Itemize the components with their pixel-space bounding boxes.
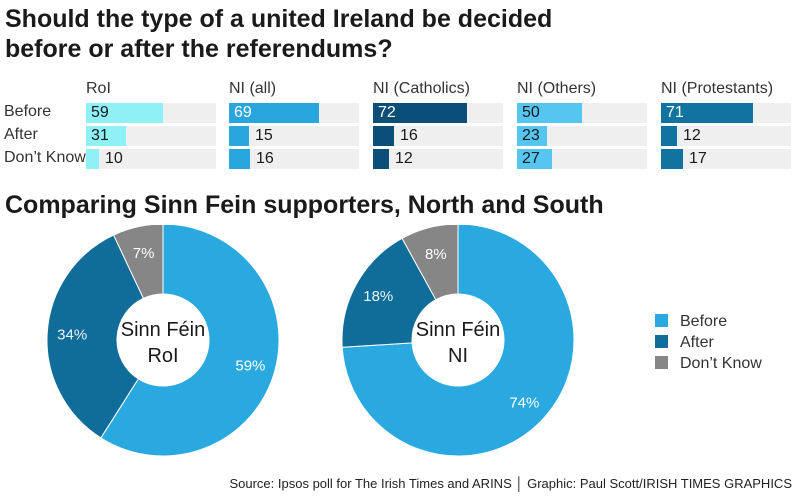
panel-header: NI (all) bbox=[229, 80, 277, 97]
bar-value-label: 16 bbox=[256, 150, 274, 167]
bar-value-label: 27 bbox=[522, 150, 540, 167]
bar bbox=[517, 103, 582, 123]
bar-value-label: 31 bbox=[91, 127, 109, 144]
bar-track: 31 bbox=[86, 126, 216, 146]
bar bbox=[661, 126, 677, 146]
donut-center-label: RoI bbox=[147, 345, 178, 367]
bar-track: 10 bbox=[86, 149, 216, 169]
legend-item: After bbox=[655, 334, 714, 352]
legend-swatch bbox=[655, 335, 668, 348]
bar-track: 17 bbox=[661, 149, 791, 169]
donut-center-label: NI bbox=[448, 345, 468, 367]
bar-track: 27 bbox=[517, 149, 647, 169]
bar-track: 59 bbox=[86, 103, 216, 123]
bar bbox=[373, 126, 394, 146]
bar-value-label: 69 bbox=[234, 104, 252, 121]
bar-track: 15 bbox=[229, 126, 359, 146]
slice-label: 8% bbox=[425, 246, 447, 263]
bar-track: 23 bbox=[517, 126, 647, 146]
row-label: Don’t Know bbox=[4, 149, 86, 166]
bar-value-label: 50 bbox=[522, 104, 540, 121]
slice-label: 59% bbox=[235, 357, 265, 374]
donut-slice bbox=[341, 225, 575, 457]
bar bbox=[229, 126, 249, 146]
bar-track: 72 bbox=[373, 103, 503, 123]
bar-value-label: 71 bbox=[666, 104, 684, 121]
chart-title: Should the type of a united Ireland be d… bbox=[5, 5, 553, 63]
bar-track: 50 bbox=[517, 103, 647, 123]
bar-value-label: 59 bbox=[91, 104, 109, 121]
panel-header: RoI bbox=[86, 80, 111, 97]
legend-label: After bbox=[680, 334, 714, 351]
bar bbox=[661, 103, 753, 123]
panel-header: NI (Catholics) bbox=[373, 80, 470, 97]
donut-slice bbox=[100, 225, 280, 457]
bar-value-label: 23 bbox=[522, 127, 540, 144]
bar-track: 16 bbox=[373, 126, 503, 146]
bar bbox=[86, 103, 163, 123]
legend-item: Don’t Know bbox=[655, 355, 762, 373]
bar bbox=[229, 103, 319, 123]
bar bbox=[517, 149, 552, 169]
bar bbox=[661, 149, 683, 169]
legend-swatch bbox=[655, 356, 668, 369]
slice-label: 18% bbox=[363, 288, 393, 305]
bar-track: 12 bbox=[661, 126, 791, 146]
bar bbox=[229, 149, 250, 169]
bar-value-label: 15 bbox=[255, 127, 273, 144]
bar bbox=[86, 149, 99, 169]
bar-value-label: 12 bbox=[683, 127, 701, 144]
source-credit: Source: Ipsos poll for The Irish Times a… bbox=[229, 476, 792, 491]
donut-slice bbox=[341, 237, 437, 348]
bar-track: 69 bbox=[229, 103, 359, 123]
donut-center-label: Sinn Féin bbox=[121, 319, 206, 341]
bar bbox=[373, 149, 389, 169]
panel-header: NI (Protestants) bbox=[661, 80, 774, 97]
bar-value-label: 12 bbox=[395, 150, 413, 167]
donut-slice bbox=[112, 225, 164, 300]
slice-label: 7% bbox=[133, 245, 155, 262]
donut-center-label: Sinn Féin bbox=[416, 319, 501, 341]
legend-label: Before bbox=[680, 313, 728, 330]
row-label: Before bbox=[4, 103, 52, 120]
donut-slice bbox=[46, 234, 145, 439]
legend-swatch bbox=[655, 314, 668, 327]
donut-charts: 59% 34% 7% Sinn Féin RoI 74% 18% 8% Sinn Féin NI bbox=[46, 225, 575, 457]
bar-track: 71 bbox=[661, 103, 791, 123]
bar-value-label: 17 bbox=[689, 150, 707, 167]
bar-track: 12 bbox=[373, 149, 503, 169]
bar bbox=[86, 126, 126, 146]
row-label: After bbox=[4, 126, 38, 143]
legend-item: Before bbox=[655, 313, 727, 331]
legend-label: Don’t Know bbox=[680, 355, 762, 372]
donut-slice bbox=[401, 225, 459, 301]
bar-value-label: 16 bbox=[400, 127, 418, 144]
bar bbox=[517, 126, 547, 146]
bar-value-label: 10 bbox=[105, 150, 123, 167]
slice-label: 74% bbox=[509, 394, 539, 411]
slice-label: 34% bbox=[57, 326, 87, 343]
bar-track: 16 bbox=[229, 149, 359, 169]
bar bbox=[373, 103, 467, 123]
bar-value-label: 72 bbox=[378, 104, 396, 121]
panel-header: NI (Others) bbox=[517, 80, 597, 97]
chart-subtitle: Comparing Sinn Fein supporters, North an… bbox=[5, 191, 604, 219]
